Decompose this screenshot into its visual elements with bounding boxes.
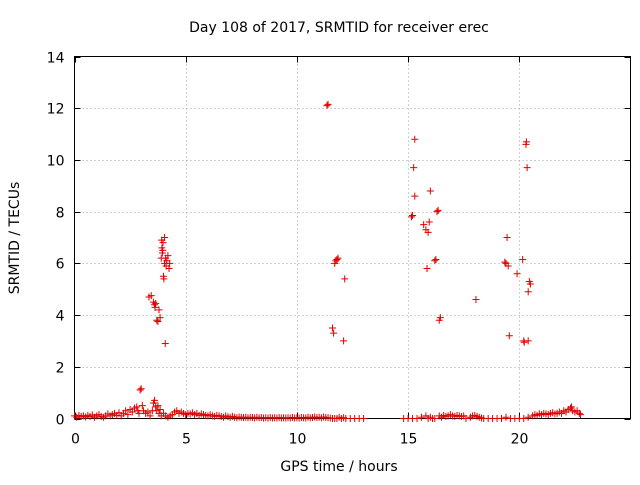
data-point-plus xyxy=(433,208,441,216)
data-point-plus xyxy=(411,192,419,200)
data-point-plus xyxy=(576,411,584,419)
data-point-plus xyxy=(360,415,368,422)
data-point-plus xyxy=(420,221,428,229)
data-point-plus xyxy=(154,318,162,326)
data-point-plus xyxy=(136,386,144,394)
data-point-plus xyxy=(340,337,348,345)
data-point-plus xyxy=(152,299,160,307)
data-point-plus xyxy=(513,270,521,278)
data-point-plus xyxy=(137,385,145,393)
data-point-plus xyxy=(472,296,480,304)
data-point-plus xyxy=(159,239,167,247)
data-point-plus xyxy=(417,413,425,421)
data-point-plus xyxy=(333,255,341,263)
x-tick-label: 0 xyxy=(71,432,80,448)
data-point-plus xyxy=(568,403,576,411)
data-point-plus xyxy=(161,340,169,348)
data-point-plus xyxy=(407,213,415,221)
data-point-plus xyxy=(436,314,444,322)
data-point-plus xyxy=(502,413,510,421)
data-point-plus xyxy=(135,409,143,417)
x-tick-label: 5 xyxy=(182,432,191,448)
data-point-plus xyxy=(431,257,439,265)
data-point-plus xyxy=(423,265,431,273)
data-point-plus xyxy=(324,100,332,108)
data-point-plus xyxy=(504,262,512,270)
data-point-plus xyxy=(138,402,146,410)
grid-lines xyxy=(74,56,631,419)
data-point-plus xyxy=(519,255,527,263)
data-point-plus xyxy=(520,338,528,346)
y-tick-label: 6 xyxy=(56,257,65,273)
data-point-plus xyxy=(166,259,174,267)
axis-ticks xyxy=(74,56,631,420)
data-point-plus xyxy=(151,396,159,404)
data-point-plus xyxy=(523,164,531,172)
data-point-plus xyxy=(155,306,163,314)
data-point-plus xyxy=(146,412,154,420)
data-point-plus xyxy=(133,403,141,411)
data-point-plus xyxy=(154,402,162,410)
y-tick-label: 14 xyxy=(47,51,65,67)
data-point-plus xyxy=(330,329,338,337)
y-axis-label: SRMTID / TECUs xyxy=(7,182,23,295)
plot-frame xyxy=(74,56,631,419)
y-tick-label: 2 xyxy=(56,361,65,377)
data-point-plus xyxy=(432,255,440,263)
data-point-plus xyxy=(409,212,417,220)
data-point-plus xyxy=(144,408,152,416)
data-point-plus xyxy=(431,415,439,422)
y-tick-label: 10 xyxy=(47,154,65,170)
data-point-plus xyxy=(505,332,513,340)
data-point-plus xyxy=(122,407,130,415)
data-point-plus xyxy=(524,288,532,296)
data-point-plus xyxy=(413,415,421,422)
data-point-plus xyxy=(498,415,506,422)
y-tick-label: 12 xyxy=(47,102,65,118)
data-point-plus xyxy=(124,411,132,419)
chart-title: Day 108 of 2017, SRMTID for receiver ere… xyxy=(189,20,489,36)
data-point-plus xyxy=(156,405,164,413)
data-point-plus xyxy=(161,234,169,241)
data-point-plus xyxy=(328,324,336,332)
y-tick-label: 4 xyxy=(56,309,65,325)
x-tick-label: 20 xyxy=(511,432,529,448)
data-point-plus xyxy=(524,413,532,421)
data-point-plus xyxy=(334,254,342,262)
data-point-plus xyxy=(410,164,418,172)
data-point-plus xyxy=(151,303,159,311)
data-point-plus xyxy=(341,275,349,283)
data-point-plus xyxy=(425,218,433,226)
y-tick-label: 8 xyxy=(56,206,65,222)
data-point-plus xyxy=(524,337,532,345)
data-point-plus xyxy=(156,314,164,322)
x-axis-label: GPS time / hours xyxy=(280,459,397,475)
data-point-plus xyxy=(128,408,136,416)
y-tick-label: 0 xyxy=(56,413,65,429)
data-point-plus xyxy=(434,206,442,214)
data-point-plus xyxy=(575,409,583,417)
data-point-plus xyxy=(424,228,432,236)
data-point-plus xyxy=(520,415,528,422)
x-tick-label: 15 xyxy=(400,432,418,448)
data-point-plus xyxy=(522,138,530,146)
data-point-plus xyxy=(147,292,155,300)
data-point-plus xyxy=(164,252,172,260)
data-point-plus xyxy=(411,135,419,143)
data-point-plus xyxy=(323,102,331,110)
data-point-plus xyxy=(501,258,509,266)
data-point-plus xyxy=(462,415,470,422)
data-points xyxy=(71,100,584,422)
data-point-plus xyxy=(165,265,173,273)
data-point-plus xyxy=(503,234,511,241)
data-point-plus xyxy=(160,275,168,283)
data-point-plus xyxy=(526,280,534,288)
data-point-plus xyxy=(158,244,166,252)
x-tick-label: 10 xyxy=(289,432,307,448)
data-point-plus xyxy=(426,187,434,195)
tick-labels: 0 2 4 6 8 10 12 14 0 5 10 15 20 xyxy=(47,51,529,448)
